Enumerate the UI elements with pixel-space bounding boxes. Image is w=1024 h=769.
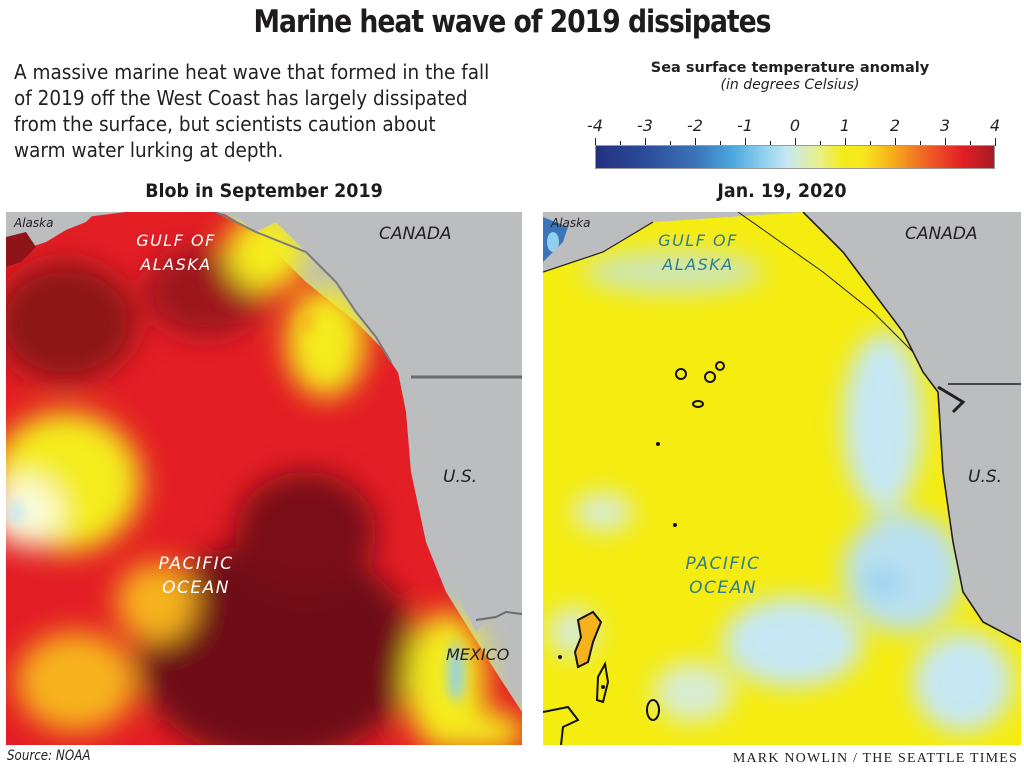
legend-tick-label: 1 — [839, 116, 851, 135]
legend-minor-tick — [920, 141, 921, 146]
map-jan-2020-svg — [543, 212, 1021, 745]
label-gulf-line1: GULF OF — [658, 231, 738, 250]
legend-minor-tick — [820, 141, 821, 146]
map-jan-2020: Alaska GULF OF ALASKA CANADA U.S. PACIFI… — [543, 212, 1021, 745]
legend-scale: -4 -3 -2 -1 0 1 2 3 4 — [587, 116, 1000, 176]
legend-color-bar — [595, 145, 995, 169]
label-alaska: Alaska — [551, 216, 591, 230]
legend-tick — [645, 138, 646, 146]
legend-tick-label: 0 — [789, 116, 801, 135]
label-gulf-of-alaska: GULF OF ALASKA — [126, 229, 226, 277]
label-pacific-ocean: PACIFIC OCEAN — [136, 552, 256, 600]
legend-minor-tick — [770, 141, 771, 146]
map-sept-2019-svg — [6, 212, 522, 745]
label-pacific-line2: OCEAN — [689, 578, 757, 598]
legend-tick-label: -4 — [587, 116, 603, 135]
legend-tick — [795, 138, 796, 146]
label-gulf-line2: ALASKA — [662, 255, 734, 274]
legend-title: Sea surface temperature anomaly — [650, 60, 930, 76]
label-gulf-line2: ALASKA — [140, 255, 212, 274]
legend-minor-tick — [720, 141, 721, 146]
land-masses — [543, 212, 1021, 643]
legend-minor-tick — [970, 141, 971, 146]
label-alaska: Alaska — [14, 216, 54, 230]
label-mexico: MEXICO — [446, 645, 510, 664]
legend-minor-tick — [870, 141, 871, 146]
legend-tick-label: -2 — [687, 116, 703, 135]
legend-tick — [745, 138, 746, 146]
legend-tick — [845, 138, 846, 146]
legend-tick-label: 3 — [939, 116, 951, 135]
legend-tick — [995, 138, 996, 146]
legend-tick-label: -1 — [737, 116, 753, 135]
contour-dots — [558, 442, 677, 689]
legend-tick — [895, 138, 896, 146]
label-us: U.S. — [443, 467, 478, 487]
land-masses — [6, 212, 522, 632]
label-gulf-of-alaska: GULF OF ALASKA — [643, 229, 753, 277]
legend-tick — [945, 138, 946, 146]
label-pacific-line2: OCEAN — [162, 578, 230, 598]
source-note: Source: NOAA — [7, 748, 91, 764]
map-sept-2019: Alaska GULF OF ALASKA CANADA U.S. PACIFI… — [6, 212, 522, 745]
map-title-sept-2019: Blob in September 2019 — [145, 180, 383, 202]
legend-minor-tick — [620, 141, 621, 146]
legend-tick-label: 4 — [989, 116, 1001, 135]
map-title-jan-2020: Jan. 19, 2020 — [717, 180, 847, 202]
legend-tick-label: -3 — [637, 116, 653, 135]
legend-minor-tick — [670, 141, 671, 146]
color-legend: Sea surface temperature anomaly (in degr… — [575, 60, 1005, 169]
legend-tick — [695, 138, 696, 146]
label-gulf-line1: GULF OF — [136, 231, 216, 250]
label-canada: CANADA — [905, 224, 978, 244]
label-pacific-ocean: PACIFIC OCEAN — [663, 552, 783, 600]
ocean-sst-layer — [6, 212, 522, 745]
intro-text: A massive marine heat wave that formed i… — [14, 60, 490, 162]
legend-subtitle: (in degrees Celsius) — [720, 77, 860, 93]
legend-tick — [595, 138, 596, 146]
label-us: U.S. — [968, 467, 1003, 487]
warm-anomaly-contours — [543, 361, 725, 745]
label-pacific-line1: PACIFIC — [158, 554, 234, 574]
ocean-sst-layer — [543, 212, 1021, 745]
credit-line: MARK NOWLIN / THE SEATTLE TIMES — [732, 751, 1018, 766]
legend-tick-label: 2 — [889, 116, 901, 135]
label-pacific-line1: PACIFIC — [685, 554, 761, 574]
label-canada: CANADA — [379, 224, 452, 244]
page-title: Marine heat wave of 2019 dissipates — [253, 4, 771, 40]
